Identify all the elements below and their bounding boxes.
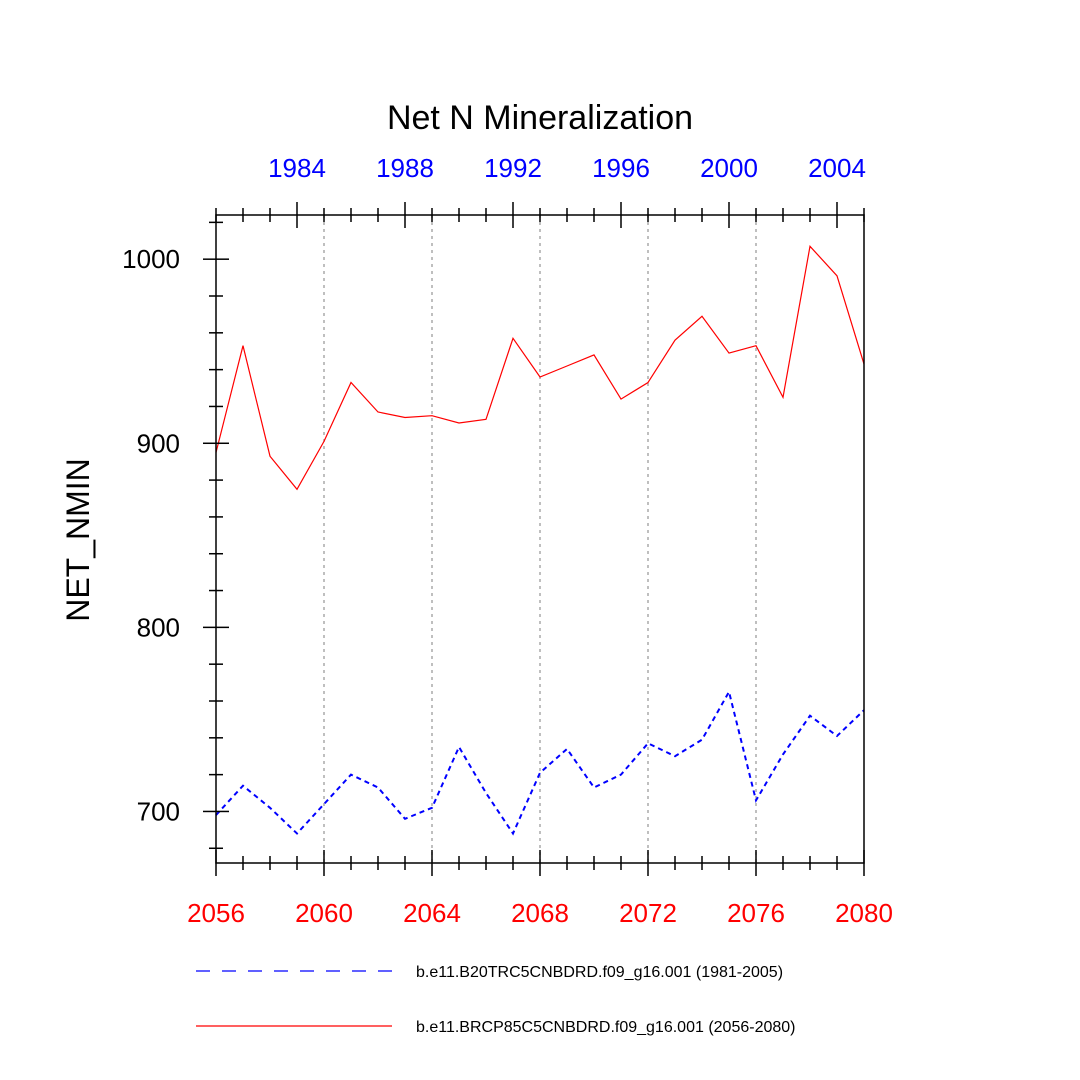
gridlines <box>323 215 757 863</box>
x-top-tick-label: 1984 <box>268 153 326 183</box>
x-top-tick-label: 1992 <box>484 153 542 183</box>
x-bottom-tick-label: 2080 <box>835 898 893 928</box>
legend-label-historical: b.e11.B20TRC5CNBDRD.f09_g16.001 (1981-20… <box>416 964 783 981</box>
legend: b.e11.B20TRC5CNBDRD.f09_g16.001 (1981-20… <box>196 964 795 1036</box>
tick-labels: 2056 2060 2064 2068 2072 2076 2080 1984 1988 1992… <box>122 153 893 928</box>
y-tick-label: 900 <box>137 428 180 458</box>
series-lines <box>215 244 865 836</box>
legend-label-future: b.e11.BRCP85C5CNBDRD.f09_g16.001 (2056-2… <box>416 1019 795 1036</box>
series-line-historical <box>215 689 865 836</box>
x-top-tick-label: 2004 <box>808 153 866 183</box>
x-bottom-tick-label: 2068 <box>511 898 569 928</box>
axis-ticks <box>203 202 865 876</box>
x-bottom-tick-label: 2056 <box>187 898 245 928</box>
chart-title: Net N Mineralization <box>387 99 693 137</box>
x-top-tick-label: 1996 <box>592 153 650 183</box>
y-axis-label: NET_NMIN <box>60 458 96 622</box>
x-bottom-tick-label: 2076 <box>727 898 785 928</box>
y-tick-label: 800 <box>137 612 180 642</box>
x-bottom-tick-label: 2060 <box>295 898 353 928</box>
x-top-tick-label: 2000 <box>700 153 758 183</box>
series-line-future <box>215 244 865 491</box>
y-tick-label: 700 <box>137 796 180 826</box>
x-bottom-tick-label: 2072 <box>619 898 677 928</box>
x-bottom-tick-label: 2064 <box>403 898 461 928</box>
x-top-tick-label: 1988 <box>376 153 434 183</box>
y-tick-label: 1000 <box>122 244 180 274</box>
